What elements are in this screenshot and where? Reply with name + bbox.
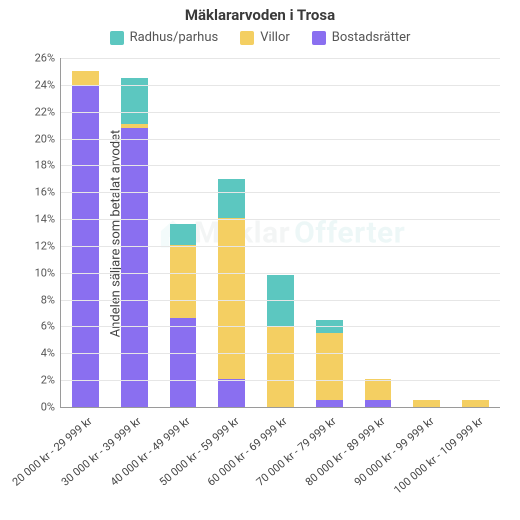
y-tick-label: 10% <box>35 266 61 279</box>
gridline <box>61 139 500 140</box>
legend-item: Radhus/parhus <box>110 30 219 45</box>
gridline <box>61 219 500 220</box>
legend-swatch-icon <box>312 31 326 45</box>
x-tick-label: 100 000 kr - 109 999 kr <box>390 413 486 497</box>
bar-group: 20 000 kr - 29 999 kr <box>72 58 99 407</box>
y-tick-label: 2% <box>41 374 61 387</box>
legend-swatch-icon <box>240 31 254 45</box>
plot-area: MäklarOfferter 20 000 kr - 29 999 kr30 0… <box>60 58 500 408</box>
legend-item: Bostadsrätter <box>312 30 411 45</box>
y-tick-label: 0% <box>41 401 61 414</box>
bar-segment <box>365 400 392 407</box>
bar-segment <box>170 224 197 244</box>
y-tick-label: 16% <box>35 186 61 199</box>
bar-segment <box>316 333 343 400</box>
bar-segment <box>121 124 148 128</box>
bar-segment <box>462 400 489 407</box>
gridline <box>61 85 500 86</box>
y-tick-label: 12% <box>35 239 61 252</box>
bar-group: 50 000 kr - 59 999 kr <box>218 58 245 407</box>
bar-group: 60 000 kr - 69 999 kr <box>267 58 294 407</box>
bars-area: 20 000 kr - 29 999 kr 30 000 kr - 39 999 … <box>61 58 500 407</box>
y-tick-label: 6% <box>41 320 61 333</box>
gridline <box>61 112 500 113</box>
bar-segment <box>218 379 245 407</box>
legend: Radhus/parhus Villor Bostadsrätter <box>0 30 520 45</box>
gridline <box>61 326 500 327</box>
legend-label: Radhus/parhus <box>130 30 219 45</box>
bar-segment <box>218 179 245 218</box>
y-tick-label: 26% <box>35 52 61 65</box>
legend-label: Bostadsrätter <box>332 30 411 45</box>
bar-group: 30 000 kr - 39 999 kr <box>121 58 148 407</box>
gridline <box>61 192 500 193</box>
y-tick-label: 22% <box>35 105 61 118</box>
bar-segment <box>267 275 294 326</box>
x-tick-label: 20 000 kr - 29 999 kr <box>9 413 95 489</box>
y-tick-label: 20% <box>35 132 61 145</box>
gridline <box>61 353 500 354</box>
bar-segment <box>413 400 440 407</box>
bar-group: 40 000 kr - 49 999 kr <box>170 58 197 407</box>
y-tick-label: 24% <box>35 78 61 91</box>
gridline <box>61 380 500 381</box>
bar-segment <box>121 128 148 407</box>
bar-segment <box>365 379 392 400</box>
legend-label: Villor <box>260 30 290 45</box>
bar-segment <box>218 218 245 379</box>
bar-segment <box>170 318 197 407</box>
bar-segment <box>267 326 294 407</box>
gridline <box>61 300 500 301</box>
gridline <box>61 273 500 274</box>
y-tick-label: 14% <box>35 213 61 226</box>
y-tick-label: 4% <box>41 347 61 360</box>
y-tick-label: 8% <box>41 293 61 306</box>
bar-segment <box>170 245 197 319</box>
bar-group: 90 000 kr - 99 999 kr <box>413 58 440 407</box>
bar-group: 70 000 kr - 79 999 kr <box>316 58 343 407</box>
y-tick-label: 18% <box>35 159 61 172</box>
legend-swatch-icon <box>110 31 124 45</box>
bar-group: 100 000 kr - 109 999 kr <box>462 58 489 407</box>
legend-item: Villor <box>240 30 290 45</box>
bar-segment <box>316 400 343 407</box>
chart-title: Mäklararvoden i Trosa <box>0 6 520 24</box>
gridline <box>61 58 500 59</box>
bar-group: 80 000 kr - 89 999 kr <box>365 58 392 407</box>
gridline <box>61 165 500 166</box>
gridline <box>61 246 500 247</box>
chart-container: Mäklararvoden i Trosa Radhus/parhus Vill… <box>0 0 520 520</box>
